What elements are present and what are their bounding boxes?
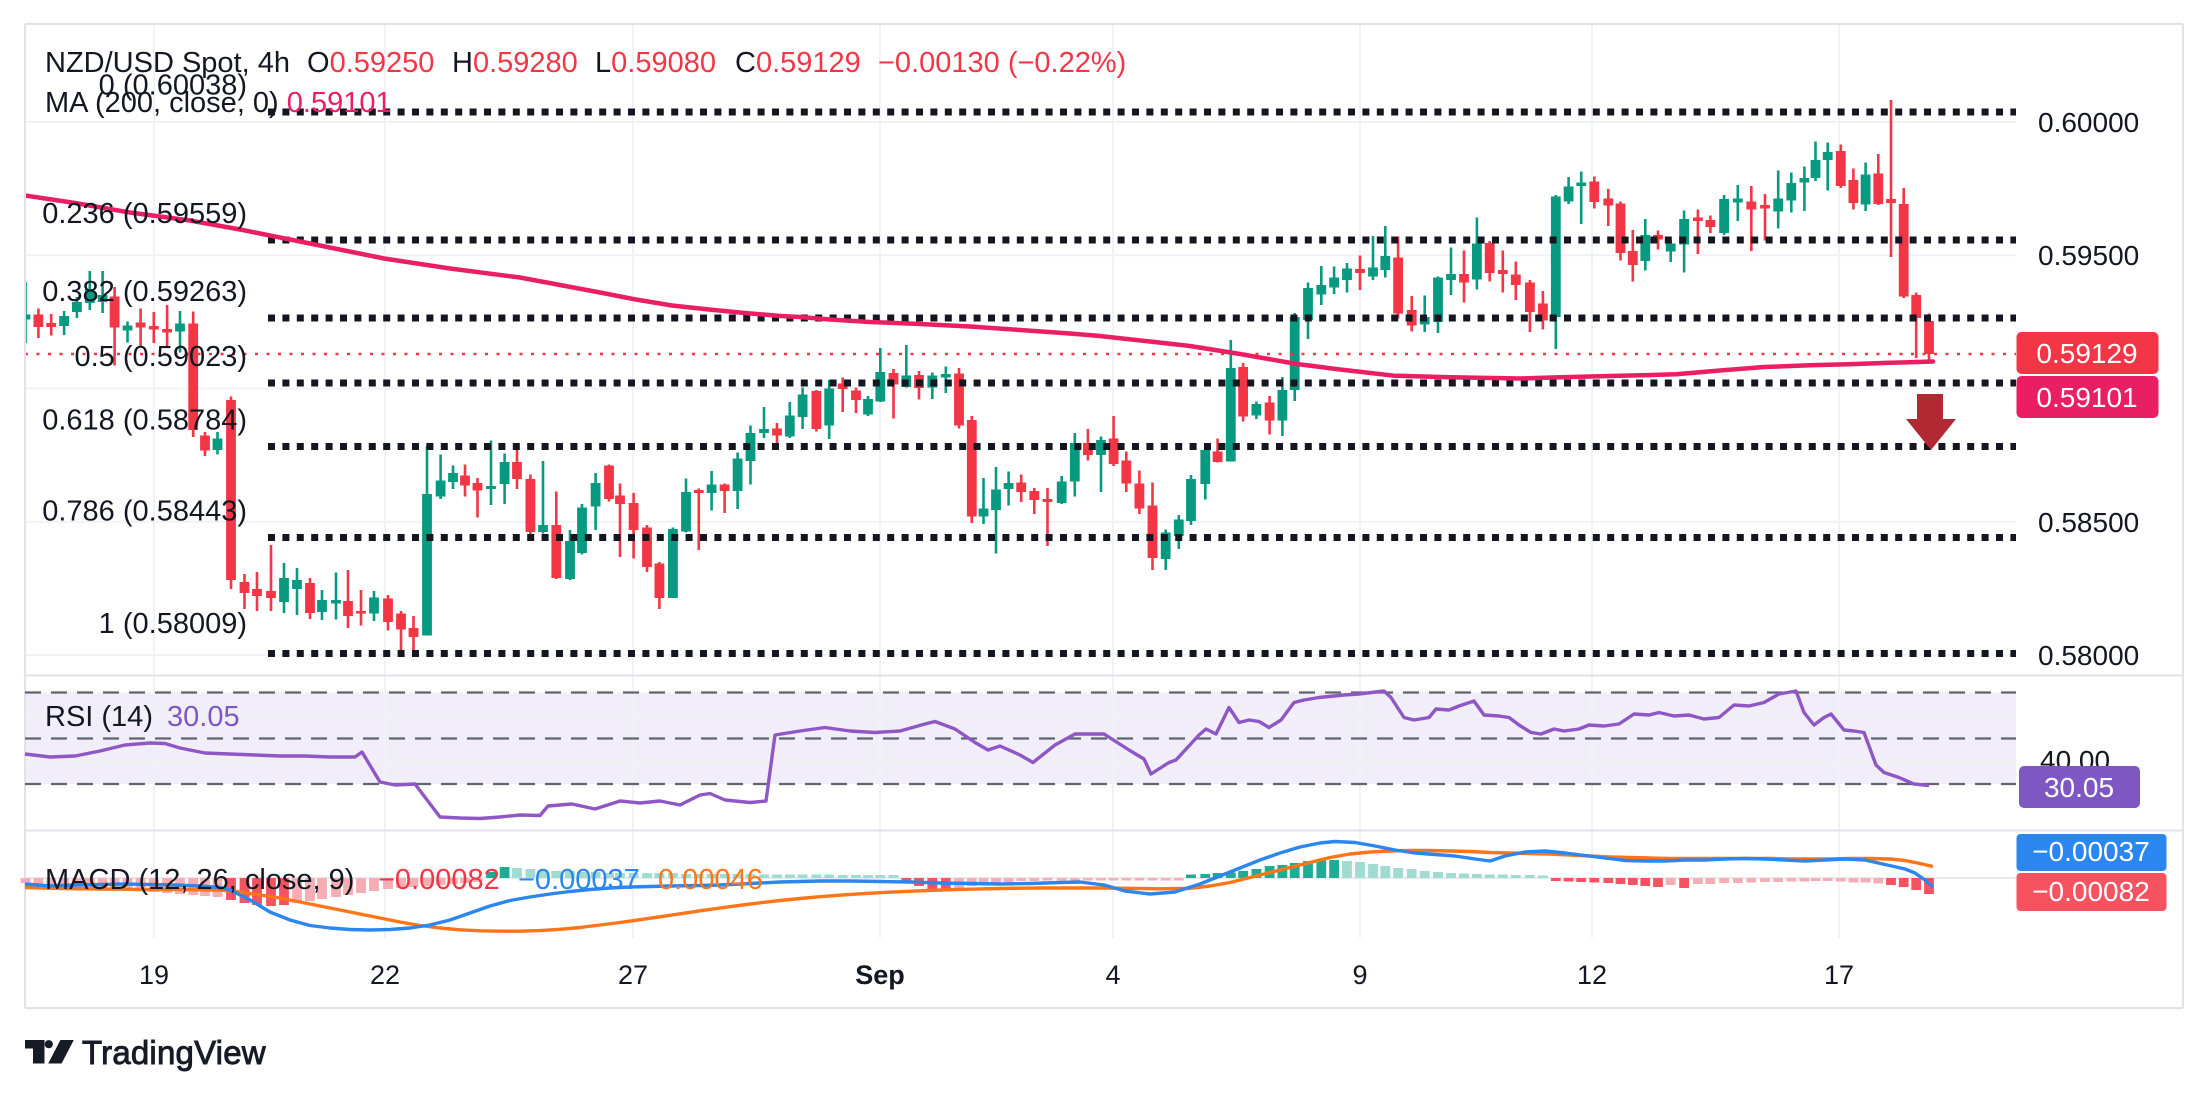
- svg-text:17: 17: [1824, 960, 1854, 990]
- svg-text:0.59101: 0.59101: [2036, 382, 2137, 413]
- svg-text:0.382 (0.59263): 0.382 (0.59263): [42, 276, 247, 308]
- svg-text:L0.59080: L0.59080: [595, 47, 716, 79]
- svg-text:−0.00082: −0.00082: [2032, 876, 2150, 907]
- svg-text:30.05: 30.05: [167, 701, 240, 733]
- svg-text:MACD (12, 26, close, 9): MACD (12, 26, close, 9): [45, 864, 354, 896]
- svg-text:0.236 (0.59559): 0.236 (0.59559): [42, 198, 247, 230]
- svg-text:0.786 (0.58443): 0.786 (0.58443): [42, 496, 247, 528]
- svg-text:22: 22: [370, 960, 400, 990]
- svg-text:19: 19: [139, 960, 169, 990]
- svg-text:27: 27: [618, 960, 648, 990]
- svg-text:1 (0.58009): 1 (0.58009): [99, 608, 247, 640]
- svg-text:0.58000: 0.58000: [2038, 640, 2139, 671]
- svg-text:0.618 (0.58784): 0.618 (0.58784): [42, 405, 247, 437]
- svg-text:NZD/USD Spot, 4h: NZD/USD Spot, 4h: [45, 47, 290, 79]
- svg-text:RSI (14): RSI (14): [45, 701, 153, 733]
- svg-text:12: 12: [1577, 960, 1607, 990]
- svg-text:TradingView: TradingView: [82, 1034, 266, 1071]
- svg-text:C0.59129: C0.59129: [735, 47, 861, 79]
- svg-text:0.59129: 0.59129: [2036, 338, 2137, 369]
- svg-text:−0.00037: −0.00037: [2032, 836, 2150, 867]
- svg-text:0.59500: 0.59500: [2038, 240, 2139, 271]
- svg-text:−0.00082: −0.00082: [378, 864, 500, 896]
- svg-text:30.05: 30.05: [2044, 772, 2114, 803]
- svg-text:O0.59250: O0.59250: [307, 47, 434, 79]
- svg-text:Sep: Sep: [855, 960, 905, 990]
- svg-text:−0.00037: −0.00037: [518, 864, 640, 896]
- svg-text:9: 9: [1352, 960, 1367, 990]
- svg-text:−0.00130 (−0.22%): −0.00130 (−0.22%): [878, 47, 1126, 79]
- svg-text:4: 4: [1105, 960, 1120, 990]
- svg-text:0.00046: 0.00046: [658, 864, 763, 896]
- svg-text:0.60000: 0.60000: [2038, 107, 2139, 138]
- svg-text:0.58500: 0.58500: [2038, 507, 2139, 538]
- svg-text:0.5 (0.59023): 0.5 (0.59023): [74, 341, 247, 373]
- svg-text:MA (200, close, 0) 0.59101: MA (200, close, 0) 0.59101: [45, 87, 392, 119]
- svg-text:0 (0.60038): 0 (0.60038): [99, 70, 247, 102]
- svg-text:H0.59280: H0.59280: [452, 47, 578, 79]
